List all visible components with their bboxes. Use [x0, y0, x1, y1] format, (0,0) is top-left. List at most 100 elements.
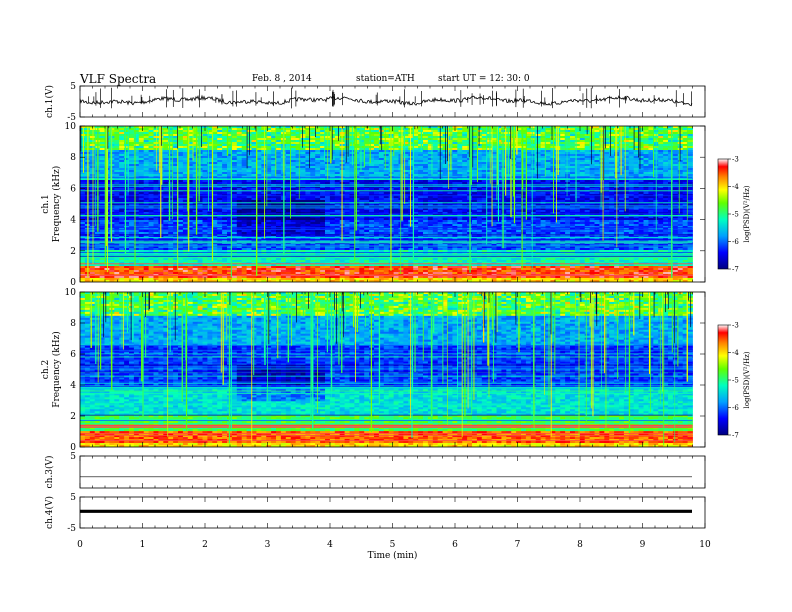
- ch1-spectrogram-cell: [491, 192, 497, 195]
- ch1-spectrogram-cell: [663, 164, 669, 167]
- ch1-spectrogram-cell: [178, 132, 184, 135]
- ch1-spectrogram-cell: [628, 138, 635, 141]
- ch1-spectrogram-cell: [227, 150, 233, 153]
- ch1-spectrogram-cell: [472, 182, 478, 185]
- ch1-spectrogram-cell: [256, 152, 262, 155]
- ch1-spectrogram-cell: [501, 156, 507, 159]
- ch1-spectrogram-cell: [447, 196, 453, 199]
- ch1-spectrogram-cell: [364, 182, 370, 185]
- ch1-spectrogram-cell: [236, 188, 243, 191]
- ch1-spectrogram-cell: [344, 158, 350, 161]
- ch1-spectrogram-cell: [231, 150, 238, 153]
- ch1-spectrogram-cell: [574, 150, 581, 153]
- ch1-spectrogram-cell: [202, 146, 208, 149]
- ch1-spectrogram-cell: [545, 192, 551, 195]
- ch1-spectrogram-cell: [628, 172, 635, 175]
- ch1-spectrogram-cell: [305, 172, 311, 175]
- ch1-spectrogram-cell: [423, 186, 429, 189]
- ch1-spectrogram-cell: [628, 156, 635, 159]
- ch1-spectrogram-cell: [344, 146, 350, 149]
- ch1-spectrogram-cell: [423, 144, 429, 147]
- ch1-spectrogram-cell: [80, 154, 86, 157]
- ch1-spectrogram-cell: [129, 198, 135, 201]
- ch1-spectrogram-cell: [89, 160, 96, 163]
- ch1-spectrogram-cell: [648, 168, 654, 171]
- ch1-spectrogram-cell: [619, 200, 625, 203]
- ch1-spectrogram-cell: [369, 166, 375, 169]
- ch1-spectrogram-cell: [432, 174, 439, 177]
- ch1-spectrogram-cell: [344, 150, 350, 153]
- ch1-spectrogram-cell: [334, 182, 341, 185]
- ch1-spectrogram-cell: [540, 198, 546, 201]
- ch1-spectrogram-cell: [212, 188, 218, 191]
- ch1-spectrogram-cell: [124, 160, 130, 163]
- ch1-spectrogram-cell: [604, 186, 610, 189]
- ch1-spectrogram-cell: [236, 134, 243, 137]
- ch1-spectrogram-cell: [623, 174, 630, 177]
- ch1-spectrogram-cell: [663, 134, 669, 137]
- ch1-spectrogram-cell: [418, 186, 424, 189]
- ch1-spectrogram-cell: [668, 154, 674, 157]
- ch1-spectrogram-cell: [334, 136, 341, 139]
- ch1-spectrogram-cell: [256, 196, 262, 199]
- ch1-spectrogram-cell: [129, 164, 135, 167]
- ch1-spectrogram-cell: [486, 192, 492, 195]
- ch1-spectrogram-cell: [609, 132, 615, 135]
- ch1-spectrogram-cell: [418, 128, 424, 131]
- ch1-spectrogram-cell: [285, 170, 292, 173]
- ch1-spectrogram-cell: [129, 162, 135, 165]
- ch1-spectrogram-cell: [143, 142, 149, 145]
- ch1-spectrogram-cell: [570, 170, 576, 173]
- ch1-spectrogram-cell: [432, 186, 439, 189]
- ch1-spectrogram-cell: [320, 170, 326, 173]
- ch1-spectrogram-cell: [609, 196, 615, 199]
- ch1-spectrogram-cell: [207, 142, 213, 145]
- ch1-spectrogram-cell: [423, 142, 429, 145]
- ch1-spectrogram-cell: [663, 172, 669, 175]
- ch1-spectrogram-cell: [256, 200, 262, 203]
- ch1-spectrogram-cell: [133, 180, 140, 183]
- ch1-spectrogram-cell: [535, 182, 541, 185]
- ch1-spectrogram-cell: [148, 156, 154, 159]
- ch1-spectrogram-cell: [594, 168, 600, 171]
- ch1-spectrogram-cell: [359, 168, 365, 171]
- ch1-spectrogram-cell: [638, 126, 644, 129]
- ch1-spectrogram-cell: [545, 156, 551, 159]
- ch1-spectrogram-cell: [525, 144, 532, 147]
- ch1-spectrogram-cell: [364, 136, 370, 139]
- ch1-spectrogram-cell: [521, 134, 527, 137]
- ch1-spectrogram-cell: [457, 180, 463, 183]
- ch1-spectrogram-cell: [271, 140, 277, 143]
- ch1-spectrogram-cell: [565, 134, 571, 137]
- ch1-spectrogram-cell: [638, 160, 644, 163]
- ch1-spectrogram-cell: [344, 200, 350, 203]
- ch1-spectrogram-cell: [187, 144, 194, 147]
- ch1-spectrogram-cell: [623, 130, 630, 133]
- ch1-spectrogram-cell: [609, 180, 615, 183]
- ch1-spectrogram-cell: [486, 140, 492, 143]
- ch1-spectrogram-cell: [349, 194, 355, 197]
- ch1-spectrogram-cell: [413, 142, 419, 145]
- ch1-spectrogram-cell: [663, 142, 669, 145]
- ch1-spectrogram-cell: [222, 160, 228, 163]
- ch1-spectrogram-cell: [432, 144, 439, 147]
- ch1-spectrogram-cell: [472, 156, 478, 159]
- ch1-spectrogram-cell: [124, 158, 130, 161]
- ch1-spectrogram-cell: [374, 192, 380, 195]
- ch1-spectrogram-cell: [300, 144, 306, 147]
- ch1-spectrogram-cell: [334, 164, 341, 167]
- ch1-spectrogram-cell: [143, 160, 149, 163]
- ch1-spectrogram-cell: [418, 164, 424, 167]
- ch1-spectrogram-cell: [290, 198, 296, 201]
- ch1-spectrogram-cell: [383, 160, 390, 163]
- ch1-spectrogram-cell: [187, 136, 194, 139]
- ch1-spectrogram-cell: [374, 170, 380, 173]
- ch1-spectrogram-cell: [276, 198, 282, 201]
- ch1-spectrogram-cell: [241, 142, 247, 145]
- ch1-spectrogram-cell: [114, 180, 120, 183]
- ch1-spectrogram-cell: [560, 128, 566, 131]
- ch1-spectrogram-cell: [677, 162, 684, 165]
- ch1-spectrogram-cell: [344, 128, 350, 131]
- ch1-spectrogram-cell: [677, 142, 684, 145]
- ch1-spectrogram-cell: [261, 158, 267, 161]
